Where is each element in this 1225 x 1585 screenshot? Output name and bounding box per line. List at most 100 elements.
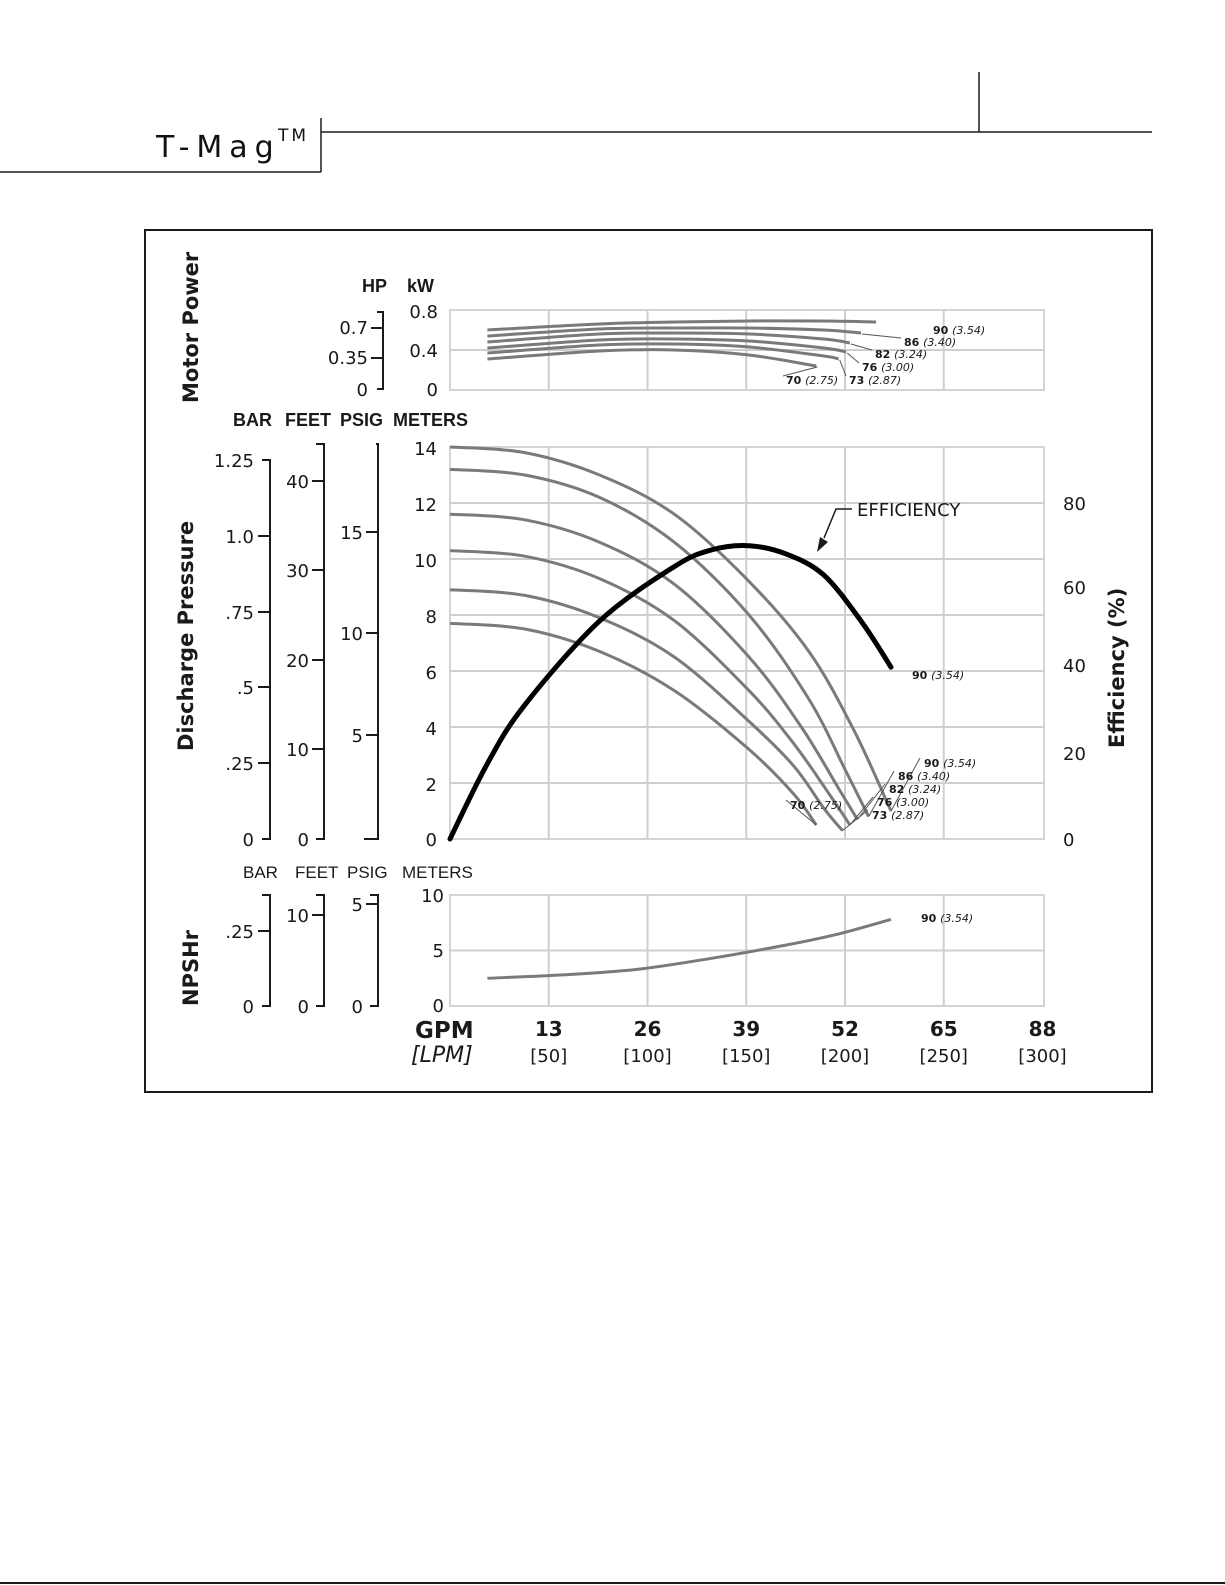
curve-label-diameter: (3.54)	[952, 324, 985, 337]
curve-label-diameter: (3.40)	[917, 770, 950, 783]
feet-tick-label: 30	[286, 561, 309, 582]
pressure-curve-86	[449, 467, 870, 818]
curve-label-diameter: (3.54)	[931, 669, 964, 682]
curve-label: 90 (3.54)	[921, 912, 973, 925]
curve-label-diameter: (3.00)	[896, 796, 929, 809]
curve-label-impeller: 90	[933, 324, 952, 337]
bar-tick-label: .5	[237, 678, 254, 699]
efficiency-callout-leader	[823, 508, 852, 539]
psig-scale-bar	[364, 443, 379, 840]
curve-label-impeller: 86	[904, 336, 923, 349]
pressure-curve-82	[449, 512, 859, 821]
bar-tick-label: 1.25	[214, 451, 254, 472]
curve-label-impeller: 76	[877, 796, 896, 809]
meters-unit-label: METERS	[393, 410, 468, 430]
x-tick-label-lpm: [200]	[821, 1046, 869, 1067]
npshr-psig-tick-label: 5	[352, 895, 363, 916]
npshr-feet-unit-label: FEET	[295, 863, 338, 882]
curve-label-diameter: (2.87)	[868, 374, 901, 387]
trademark-mark: TM	[277, 126, 309, 146]
label-leader	[890, 757, 921, 812]
x-tick-label-gpm: 13	[535, 1017, 563, 1041]
power-curve-86	[487, 326, 862, 338]
label-leader	[857, 783, 886, 820]
npshr-psig-scale-bar	[370, 894, 379, 1007]
efficiency-tick-label: 60	[1063, 578, 1086, 599]
meters-tick-label: 14	[414, 439, 437, 460]
x-tick-label-lpm: [100]	[623, 1046, 671, 1067]
curve-label-impeller: 82	[889, 783, 908, 796]
curve-label-impeller: 73	[849, 374, 868, 387]
motor-power-panel: 90 (3.54)86 (3.40)82 (3.24)76 (3.00)73 (…	[328, 276, 1045, 401]
curve-label: 82 (3.24)	[875, 348, 927, 361]
page-header: T-Mag TM	[0, 72, 1152, 173]
label-leader	[782, 366, 818, 377]
discharge-pressure-panel: 90 (3.54)86 (3.40)82 (3.24)76 (3.00)73 (…	[214, 410, 1086, 851]
pressure-curve-70	[449, 621, 818, 826]
psig-tick-label: 15	[340, 523, 363, 544]
curve-label-diameter: (3.24)	[908, 783, 941, 796]
curve-label-impeller: 90	[912, 669, 931, 682]
label-leader	[849, 796, 874, 826]
curve-label-diameter: (3.40)	[923, 336, 956, 349]
x-tick-labels: 13 26 39 52 65 88 [50] [100] [150] [200] [250] [300…	[530, 1017, 1066, 1067]
hp-unit-label: HP	[362, 276, 387, 296]
meters-tick-label: 8	[426, 607, 437, 628]
meters-tick-label: 2	[426, 775, 437, 796]
meters-tick-label: 10	[414, 551, 437, 572]
psig-unit-label: PSIG	[340, 410, 383, 430]
pressure-curve-76	[449, 549, 852, 826]
curve-label: 73 (2.87)	[849, 374, 901, 387]
kw-tick-label: 0.8	[409, 302, 438, 323]
npshr-meters-tick-label: 5	[433, 941, 444, 962]
pressure-curve-labels: 90 (3.54)86 (3.40)82 (3.24)76 (3.00)73 (…	[785, 757, 976, 831]
curve-label-diameter: (3.00)	[881, 361, 914, 374]
hp-tick-label: 0.7	[339, 318, 368, 339]
curve-label-impeller: 76	[862, 361, 881, 374]
feet-scale-bar	[316, 443, 325, 840]
curve-label-diameter: (2.75)	[805, 374, 838, 387]
x-tick-label-lpm: [50]	[530, 1046, 567, 1067]
curve-label-impeller: 70	[790, 799, 809, 812]
efficiency-curve-group: 90 (3.54)	[447, 543, 964, 842]
npshr-curves	[487, 917, 892, 980]
efficiency-callout-arrowhead	[817, 537, 828, 552]
label-leader	[846, 352, 860, 364]
efficiency-tick-label: 0	[1063, 830, 1074, 851]
efficiency-tick-label: 20	[1063, 744, 1086, 765]
efficiency-curve	[447, 543, 894, 842]
power-curves	[487, 319, 877, 368]
kw-unit-label: kW	[407, 276, 434, 296]
curve-label: 82 (3.24)	[889, 783, 941, 796]
pressure-curve-73	[449, 588, 844, 832]
power-curve-70	[487, 348, 817, 368]
pressure-grid	[450, 447, 1044, 839]
kw-tick-label: 0	[427, 380, 438, 401]
page-title: T-Mag	[155, 130, 281, 165]
npshr-meters-tick-label: 10	[421, 886, 444, 907]
x-tick-label-gpm: 65	[930, 1017, 958, 1041]
npshr-curve-labels: 90 (3.54)	[921, 912, 973, 925]
label-leader	[868, 770, 895, 817]
efficiency-callout-label: EFFICIENCY	[857, 500, 961, 521]
meters-tick-label: 6	[426, 663, 437, 684]
hp-tick-label: 0	[357, 380, 368, 401]
label-leader	[850, 343, 873, 351]
npshr-feet-tick-label: 0	[298, 997, 309, 1018]
curve-label-diameter: (3.24)	[894, 348, 927, 361]
pressure-curves	[449, 445, 893, 832]
npshr-bar-tick-label: .25	[225, 922, 254, 943]
x-tick-label-gpm: 26	[634, 1017, 662, 1041]
x-axis: GPM [LPM] 13 26 39 52 65 88 [50] [100] [150] [200…	[411, 1017, 1067, 1068]
npshr-panel: 90 (3.54) BAR FEET PSIG METERS .25 0 10 …	[225, 863, 1045, 1018]
efficiency-axis-title: Efficiency (%)	[1105, 588, 1129, 748]
chart-frame	[144, 229, 1153, 1093]
psig-tick-label: 5	[352, 726, 363, 747]
power-curve-82	[487, 331, 851, 345]
curve-label-diameter: (2.75)	[809, 799, 842, 812]
label-leader	[842, 809, 869, 831]
curve-label-impeller: 82	[875, 348, 894, 361]
efficiency-tick-label: 80	[1063, 494, 1086, 515]
curve-label: 76 (3.00)	[877, 796, 929, 809]
lpm-unit-label: [LPM]	[411, 1043, 473, 1068]
